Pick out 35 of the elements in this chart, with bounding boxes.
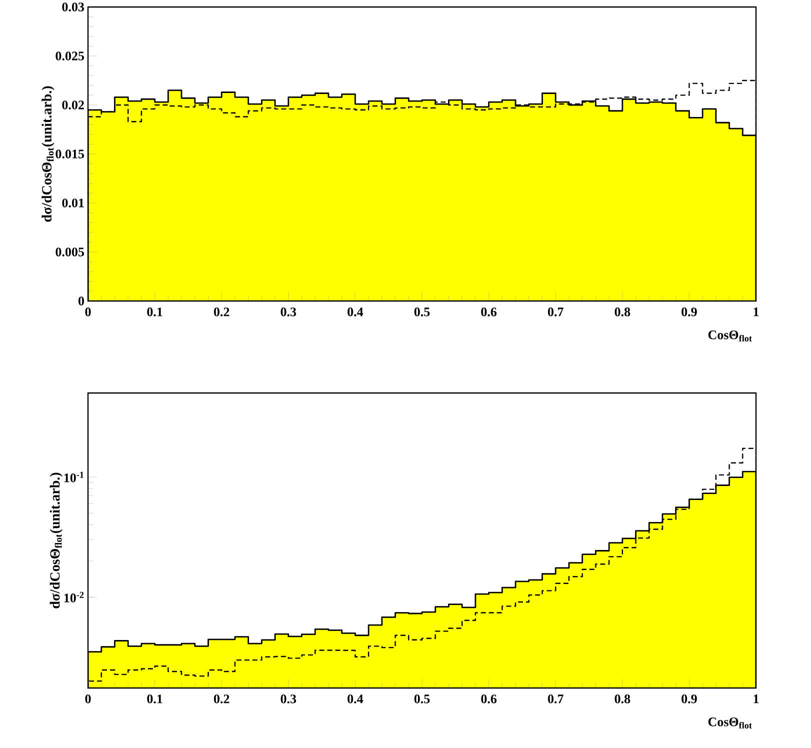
x-axis-title: CosΘ$_{flot}$ bbox=[708, 330, 752, 342]
x-tick-label: 0.4 bbox=[348, 308, 364, 316]
x-tick-label: 0.2 bbox=[214, 308, 230, 316]
x-tick-label: 0.9 bbox=[682, 308, 697, 316]
y-tick-label: 10$^{-2}$ bbox=[64, 592, 84, 602]
y-tick-label: 0.015 bbox=[56, 150, 84, 158]
x-tick-label: 0.3 bbox=[280, 694, 296, 704]
y-tick-label: 0.01 bbox=[62, 198, 84, 208]
x-tick-label: 0.8 bbox=[614, 308, 630, 316]
x-tick-label: 0 bbox=[85, 694, 91, 704]
x-tick-label: 0.8 bbox=[614, 694, 630, 704]
y-tick-label: 0.03 bbox=[62, 2, 84, 12]
x-tick-label: 0.1 bbox=[147, 694, 162, 704]
x-tick-label: 1 bbox=[754, 308, 759, 316]
y-tick-label: 0 bbox=[78, 296, 84, 306]
x-tick-label: 0.6 bbox=[481, 308, 497, 316]
y-tick-label: 0.02 bbox=[62, 100, 84, 110]
x-tick-label: 0.5 bbox=[414, 308, 430, 316]
x-tick-label: 0.9 bbox=[682, 694, 697, 704]
y-tick-label: 0.005 bbox=[56, 248, 84, 256]
x-tick-label: 0.2 bbox=[214, 694, 230, 704]
x-tick-label: 0.3 bbox=[280, 308, 296, 316]
y-tick-label: 0.025 bbox=[56, 52, 84, 60]
x-tick-label: 0.1 bbox=[147, 308, 162, 316]
y-tick-label: 10$^{-1}$ bbox=[64, 472, 84, 482]
x-tick-label: 0 bbox=[85, 308, 91, 316]
x-tick-label: 0.7 bbox=[548, 694, 564, 704]
y-axis-title: dσ/dCosΘ$_{flot}$(unit.arb.) bbox=[50, 472, 63, 608]
x-tick-label: 0.4 bbox=[348, 694, 364, 704]
x-tick-label: 0.5 bbox=[414, 694, 430, 704]
x-tick-label: 0.7 bbox=[548, 308, 564, 316]
x-axis-title: CosΘ$_{flot}$ bbox=[708, 718, 752, 729]
x-tick-label: 0.6 bbox=[481, 694, 497, 704]
y-axis-title: dσ/dCosΘ$_{flot}$(unit.arb.) bbox=[42, 86, 54, 222]
x-tick-label: 1 bbox=[754, 694, 759, 704]
